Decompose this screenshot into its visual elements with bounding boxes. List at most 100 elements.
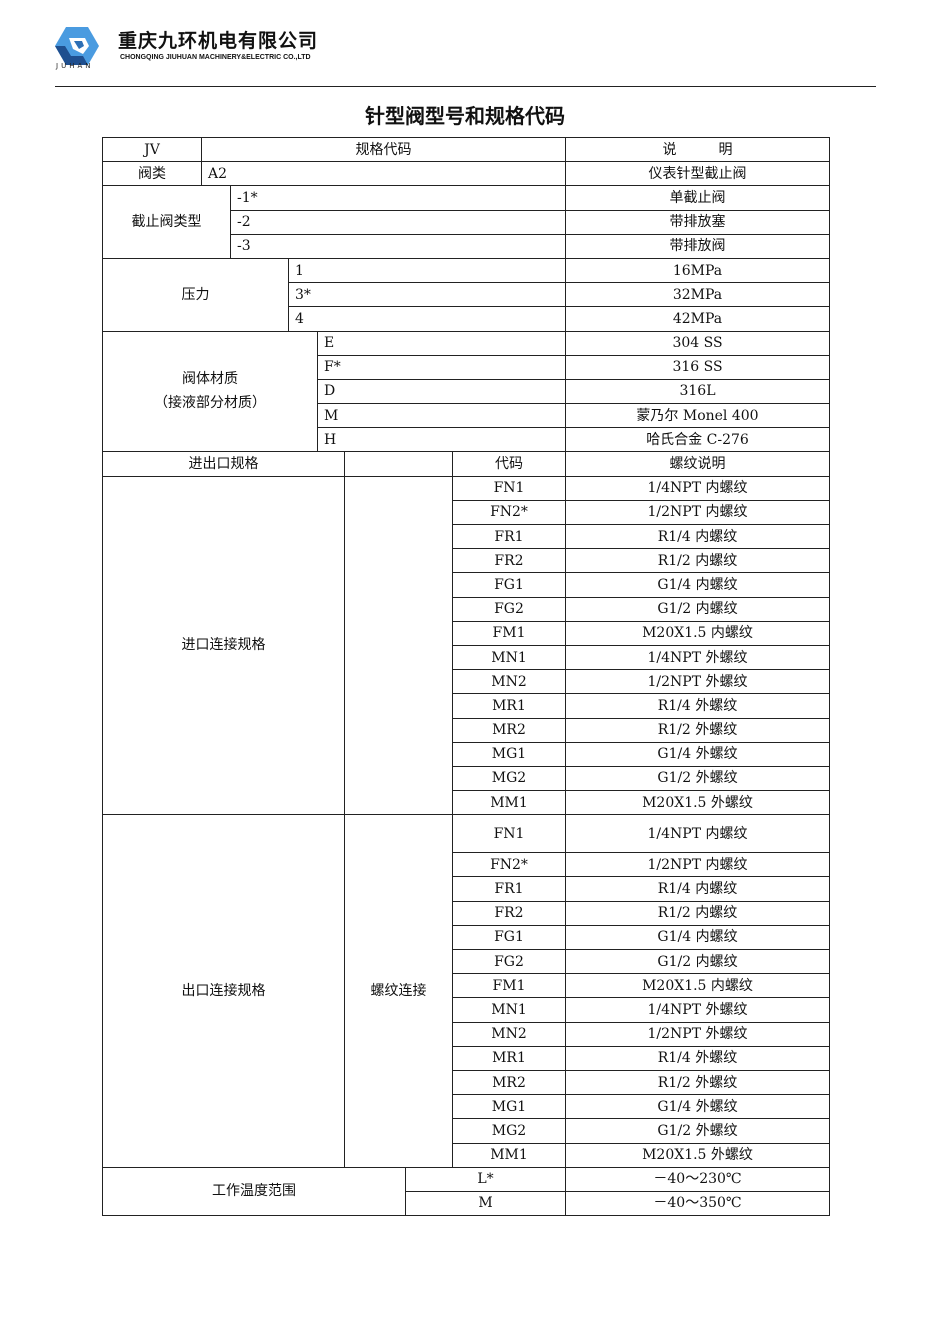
- connection-type: 螺纹连接: [344, 814, 453, 1168]
- table-row: MM1 M20X1.5 外螺纹: [103, 790, 830, 816]
- code-cell: MG1: [452, 1094, 566, 1120]
- desc-cell: 带排放阀: [565, 233, 830, 259]
- desc-cell: 单截止阀: [565, 185, 830, 211]
- desc-cell: R1/2 内螺纹: [565, 900, 830, 926]
- company-name-cn: 重庆九环机电有限公司: [118, 30, 319, 52]
- label-line: 阀体材质: [182, 371, 238, 388]
- code-cell: M: [405, 1190, 566, 1217]
- code-cell: FR2: [452, 548, 566, 574]
- group-label: 截止阀类型: [102, 185, 231, 259]
- document-title: 针型阀型号和规格代码: [365, 104, 565, 128]
- code-cell: MR2: [452, 717, 566, 743]
- code-cell: L*: [405, 1166, 566, 1192]
- code-cell: A2: [201, 161, 566, 187]
- desc-cell: G1/4 外螺纹: [565, 741, 830, 767]
- code-cell: FG2: [452, 948, 566, 975]
- code-cell: MG1: [452, 741, 566, 767]
- code-cell: MR1: [452, 1045, 566, 1071]
- table-row: FN2* 1/2NPT 内螺纹: [103, 499, 830, 526]
- spec-code-table: JV 规格代码说 明阀类 A2 仪表针型截止阀 截止阀类型 -1* 单截止阀 -2 带排放塞 -3…: [102, 136, 830, 1217]
- table-row: MG1 G1/4 外螺纹: [103, 1094, 830, 1120]
- code-cell: -2: [230, 209, 566, 235]
- code-cell: FM1: [452, 973, 566, 999]
- desc-cell: M20X1.5 外螺纹: [565, 1142, 830, 1168]
- table-row: -3 带排放阀: [103, 233, 830, 259]
- empty-cell: [344, 451, 453, 477]
- desc-cell: 316 SS: [565, 354, 830, 380]
- desc-cell: R1/4 内螺纹: [565, 523, 830, 550]
- port-header-code: 代码: [452, 451, 566, 477]
- table-row: MR1 R1/4 外螺纹: [103, 1045, 830, 1071]
- group-label: 出口连接规格: [102, 814, 345, 1168]
- desc-cell: 蒙乃尔 Monel 400: [565, 403, 830, 429]
- desc-cell: 1/2NPT 内螺纹: [565, 852, 830, 878]
- code-cell: FG1: [452, 924, 566, 951]
- row-label: 阀类: [102, 161, 202, 187]
- code-cell: FR1: [452, 523, 566, 550]
- desc-cell: G1/2 内螺纹: [565, 596, 830, 622]
- code-cell: FN1: [452, 475, 566, 501]
- desc-cell: 1/2NPT 外螺纹: [565, 669, 830, 695]
- code-cell: M: [317, 403, 566, 429]
- code-cell: FM1: [452, 620, 566, 646]
- table-row: M －40～350℃: [103, 1190, 830, 1217]
- table-row: FG2 G1/2 内螺纹: [103, 596, 830, 622]
- code-cell: MN1: [452, 644, 566, 671]
- desc-cell: 1/4NPT 内螺纹: [565, 814, 830, 854]
- desc-cell: R1/2 外螺纹: [565, 1069, 830, 1096]
- table-row: MN2 1/2NPT 外螺纹: [103, 1021, 830, 1047]
- code-cell: FN2*: [452, 852, 566, 878]
- table-row: 阀体材质 （接液部分材质） E 304 SS: [102, 330, 830, 453]
- header-jv: JV: [102, 136, 202, 163]
- company-logo: [55, 27, 99, 65]
- desc-cell: 带排放塞: [565, 209, 830, 235]
- logo-text: JUHAN: [56, 62, 94, 70]
- connection-type: [344, 475, 453, 816]
- desc-cell: 1/4NPT 内螺纹: [565, 475, 830, 501]
- code-cell: MM1: [452, 1142, 566, 1168]
- code-cell: MG2: [452, 1118, 566, 1144]
- table-row: -2 带排放塞: [103, 209, 830, 235]
- code-cell: -3: [230, 233, 566, 259]
- code-cell: FN2*: [452, 499, 566, 526]
- desc-cell: R1/4 外螺纹: [565, 693, 830, 719]
- code-cell: MR2: [452, 1069, 566, 1096]
- table-row: M 蒙乃尔 Monel 400: [103, 403, 830, 429]
- code-cell: FR1: [452, 876, 566, 902]
- desc-cell: 316L: [565, 378, 830, 405]
- code-cell: F*: [317, 354, 566, 380]
- group-label: 进口连接规格: [102, 475, 345, 816]
- desc-cell: 1/2NPT 内螺纹: [565, 499, 830, 526]
- header-description: 说 明: [565, 136, 830, 163]
- desc-cell: M20X1.5 外螺纹: [565, 790, 830, 816]
- table-row: 阀类 A2 仪表针型截止阀: [102, 161, 830, 187]
- header-spec-code: 规格代码: [201, 136, 566, 163]
- table-row: MG2 G1/2 外螺纹: [103, 1118, 830, 1144]
- code-cell: D: [317, 378, 566, 405]
- table-row: 压力 1 16MPa: [102, 257, 830, 332]
- desc-cell: G1/4 外螺纹: [565, 1094, 830, 1120]
- table-row: FM1 M20X1.5 内螺纹: [103, 620, 830, 646]
- table-row: FR1 R1/4 内螺纹: [103, 523, 830, 550]
- company-name-en: CHONGQING JIUHUAN MACHINERY&ELECTRIC CO.…: [120, 54, 311, 61]
- table-row: F* 316 SS: [103, 354, 830, 380]
- table-row: MN1 1/4NPT 外螺纹: [103, 997, 830, 1023]
- desc-cell: G1/2 外螺纹: [565, 765, 830, 792]
- code-cell: -1*: [230, 185, 566, 211]
- group-label: 工作温度范围: [102, 1166, 406, 1217]
- table-row: MG2 G1/2 外螺纹: [103, 765, 830, 792]
- desc-cell: G1/4 内螺纹: [565, 572, 830, 598]
- desc-cell: M20X1.5 内螺纹: [565, 620, 830, 646]
- table-row: MM1 M20X1.5 外螺纹: [103, 1142, 830, 1168]
- desc-cell: R1/4 外螺纹: [565, 1045, 830, 1071]
- desc-cell: 1/4NPT 外螺纹: [565, 997, 830, 1023]
- table-row: MR1 R1/4 外螺纹: [103, 693, 830, 719]
- group-label: 阀体材质 （接液部分材质）: [102, 330, 318, 453]
- header-row: JV 规格代码说 明: [102, 136, 830, 163]
- code-cell: FN1: [452, 814, 566, 854]
- table-row: MN2 1/2NPT 外螺纹: [103, 669, 830, 695]
- code-cell: FG2: [452, 596, 566, 622]
- table-row: FR2 R1/2 内螺纹: [103, 900, 830, 926]
- desc-cell: M20X1.5 内螺纹: [565, 973, 830, 999]
- code-cell: MM1: [452, 790, 566, 816]
